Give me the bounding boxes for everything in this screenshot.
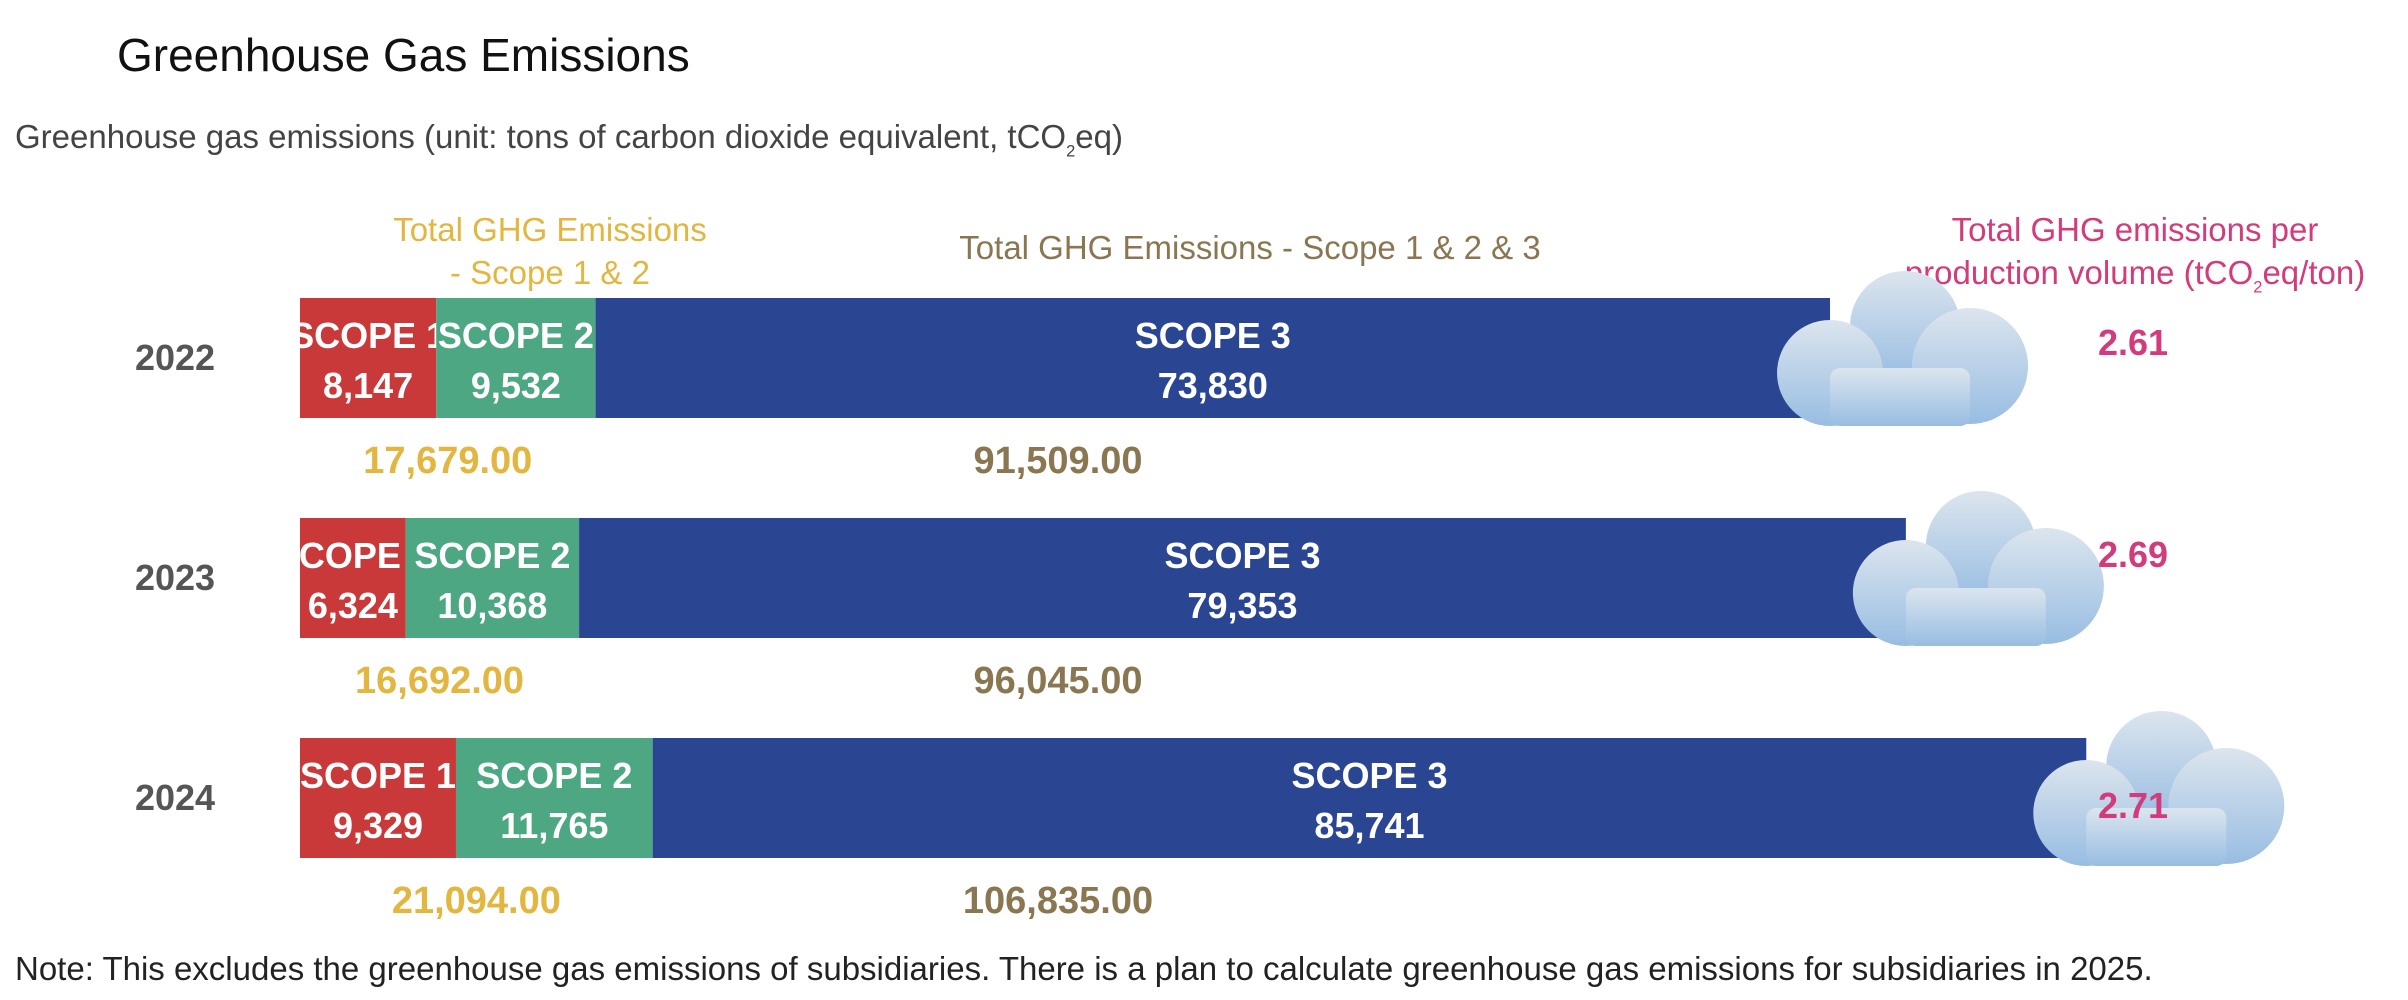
intensity-value-label: 2.71 — [2098, 785, 2168, 826]
total-scope-1-2-label: 16,692.00 — [355, 660, 524, 702]
header-intensity-subscript: 2 — [2253, 278, 2263, 297]
chart-title: Greenhouse Gas Emissions — [117, 29, 690, 81]
scope-3-bar — [595, 298, 1831, 418]
header-intensity-line2-suffix: eq/ton) — [2262, 254, 2366, 291]
header-total-scope-1-2-line1: Total GHG Emissions — [393, 211, 707, 248]
scope-3-name-label: SCOPE 3 — [1164, 535, 1320, 576]
scope-1-name-label: SCOPE 1 — [300, 755, 456, 796]
scope-2-value-label: 10,368 — [437, 585, 547, 626]
scope-2-bar — [455, 738, 653, 858]
scope-1-value-label: 6,324 — [308, 585, 398, 626]
scope-2-value-label: 11,765 — [500, 805, 608, 846]
total-scope-1-2-3-label: 91,509.00 — [973, 440, 1142, 482]
year-label: 2022 — [135, 337, 215, 378]
bar-row-2024: 2024 SCOPE 1 9,329 SCOPE 2 11,765 SCOPE 3 85,7… — [135, 711, 2285, 922]
scope-1-bar — [300, 518, 406, 638]
scope-3-bar — [652, 738, 2087, 858]
scope-3-value-label: 73,830 — [1158, 365, 1268, 406]
scope-1-name-label: SCOPE 1 — [275, 535, 431, 576]
year-label: 2023 — [135, 557, 215, 598]
scope-3-value-label: 79,353 — [1187, 585, 1297, 626]
scope-3-name-label: SCOPE 3 — [1135, 315, 1291, 356]
header-intensity: Total GHG emissions per production volum… — [1840, 208, 2408, 309]
header-total-scope-1-2-line2: - Scope 1 & 2 — [450, 254, 650, 291]
scope-1-value-label: 9,329 — [333, 805, 423, 846]
header-intensity-line1: Total GHG emissions per — [1951, 211, 2319, 248]
scope-1-value-label: 8,147 — [323, 365, 413, 406]
scope-1-bar — [300, 738, 456, 858]
subtitle-subscript: 2 — [1066, 142, 1076, 161]
subtitle-suffix: eq) — [1075, 118, 1123, 155]
total-scope-1-2-label: 21,094.00 — [392, 880, 561, 922]
scope-2-value-label: 9,532 — [471, 365, 561, 406]
subtitle-text: Greenhouse gas emissions (unit: tons of … — [15, 118, 1067, 155]
footnote: Note: This excludes the greenhouse gas e… — [15, 950, 2153, 987]
scope-1-bar — [300, 298, 437, 418]
scope-2-bar — [436, 298, 596, 418]
bar-row-2023: 2023 SCOPE 1 6,324 SCOPE 2 10,368 SCOPE 3 79,3… — [135, 491, 2168, 702]
chart-subtitle: Greenhouse gas emissions (unit: tons of … — [15, 118, 1123, 161]
scope-2-name-label: SCOPE 2 — [476, 755, 632, 796]
scope-2-name-label: SCOPE 2 — [414, 535, 570, 576]
scope-1-name-label: SCOPE 1 — [290, 315, 446, 356]
header-total-scope-1-2-3: Total GHG Emissions - Scope 1 & 2 & 3 — [959, 229, 1541, 266]
year-label: 2024 — [135, 777, 215, 818]
total-scope-1-2-3-label: 96,045.00 — [973, 660, 1142, 702]
cloud-icon — [1852, 491, 2104, 646]
header-intensity-line2-text: production volume (tCO — [1904, 254, 2254, 291]
total-scope-1-2-label: 17,679.00 — [363, 440, 532, 482]
scope-2-bar — [405, 518, 580, 638]
bar-row-2022: 2022 SCOPE 1 8,147 SCOPE 2 9,532 SCOPE 3 73,83… — [135, 271, 2168, 482]
cloud-icon — [1777, 271, 2029, 426]
scope-3-name-label: SCOPE 3 — [1291, 755, 1447, 796]
header-intensity-line2: production volume (tCO2eq/ton) — [1840, 251, 2408, 309]
scope-3-value-label: 85,741 — [1314, 805, 1424, 846]
cloud-icon — [2033, 711, 2285, 866]
scope-2-name-label: SCOPE 2 — [438, 315, 594, 356]
intensity-value-label: 2.61 — [2098, 322, 2168, 363]
total-scope-1-2-3-label: 106,835.00 — [963, 880, 1153, 922]
intensity-value-label: 2.69 — [2098, 534, 2168, 575]
scope-3-bar — [579, 518, 1906, 638]
header-total-scope-1-2: Total GHG Emissions - Scope 1 & 2 — [330, 208, 770, 294]
